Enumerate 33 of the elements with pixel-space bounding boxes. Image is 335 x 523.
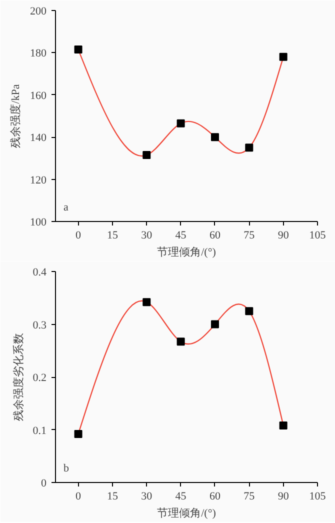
y-tick-label: 0.3 [32, 319, 47, 332]
annotation: a [64, 202, 68, 214]
x-tick-label: 45 [175, 490, 187, 502]
x-axis-title: 节理倾角/(°) [157, 506, 216, 520]
x-tick-label: 0 [76, 230, 82, 242]
y-axis-title: 残余强度劣化系数 [12, 333, 25, 421]
x-tick-label: 75 [244, 490, 256, 502]
x-tick-label: 60 [209, 490, 221, 502]
y-tick-label: 200 [30, 6, 47, 18]
x-tick-label: 75 [244, 230, 256, 242]
y-axis-title: 残余强度/kPa [9, 84, 22, 148]
y-tick-label: 140 [30, 132, 47, 144]
x-tick-label: 105 [309, 230, 326, 242]
annotation: b [64, 462, 70, 474]
x-tick-label: 105 [309, 490, 326, 502]
x-tick-label: 30 [141, 490, 153, 502]
y-tick-label: 120 [30, 174, 47, 186]
x-tick-label: 0 [76, 490, 82, 502]
x-tick-label: 60 [209, 230, 221, 242]
x-tick-label: 15 [106, 230, 118, 242]
x-tick-label: 15 [106, 490, 118, 502]
y-tick-label: 0.1 [32, 424, 46, 437]
x-tick-label: 90 [278, 490, 290, 502]
y-tick-label: 0.4 [32, 266, 47, 278]
y-tick-label: 0.2 [32, 372, 46, 384]
x-tick-label: 45 [175, 230, 187, 242]
x-tick-label: 30 [141, 230, 153, 242]
x-axis-title: 节理倾角/(°) [157, 246, 216, 258]
y-tick-label: 0 [41, 478, 47, 490]
y-tick-label: 100 [30, 216, 47, 228]
y-tick-label: 160 [30, 90, 47, 102]
x-tick-label: 90 [278, 230, 290, 242]
y-tick-label: 180 [30, 48, 47, 60]
